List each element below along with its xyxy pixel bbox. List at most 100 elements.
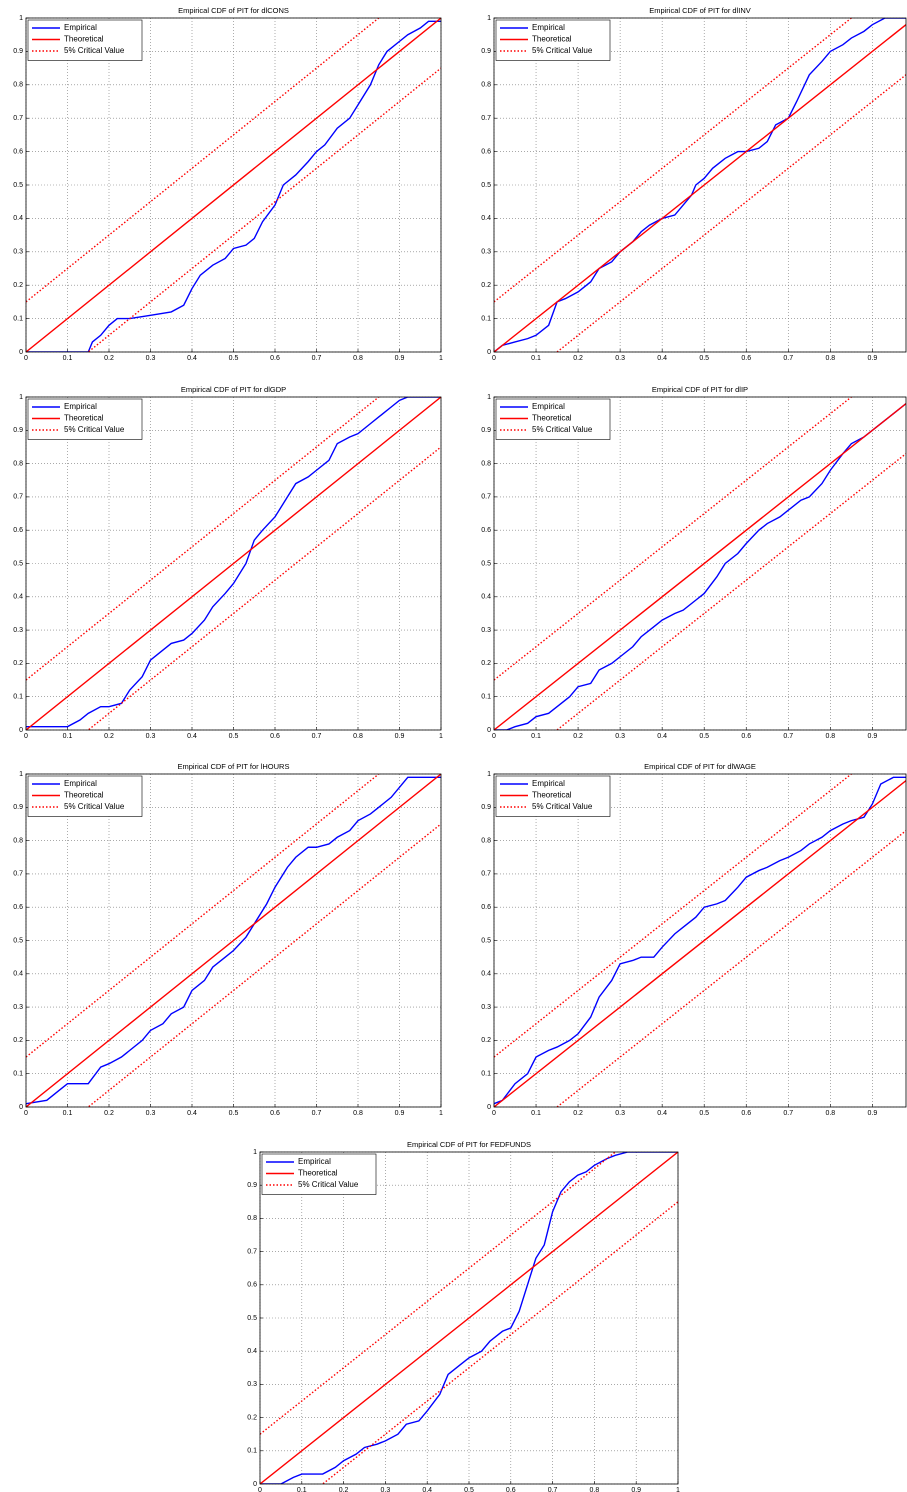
x-tick-label: 0.1 [531,733,541,740]
y-tick-label: 0.1 [481,694,491,701]
y-tick-label: 0.3 [481,1004,491,1011]
plot-area [494,18,906,352]
x-tick-label: 0.5 [464,1487,474,1492]
y-tick-label: 0.4 [247,1348,257,1355]
x-tick-label: 0.2 [573,1110,583,1117]
x-tick-label: 0.5 [699,1110,709,1117]
legend-label: 5% Critical Value [532,46,593,55]
y-tick-label: 0.8 [481,837,491,844]
subplot: Empirical CDF of PIT for dlWAGE 0 0.1 0.2 0.… [481,762,907,1117]
y-tick-label: 0.5 [481,182,491,189]
axes-frame [259,1151,679,1485]
y-tick-label: 0.6 [247,1282,257,1289]
x-tick-label: 0 [24,733,28,740]
y-tick-label: 0.2 [481,660,491,667]
y-tick-label: 0.3 [481,627,491,634]
x-tick-label: 0.1 [531,1110,541,1117]
x-tick-label: 0.3 [615,355,625,362]
series-line [26,397,441,728]
y-tick-label: 0.3 [13,627,23,634]
series-group [494,774,906,1107]
y-tick-label: 0.5 [13,182,23,189]
legend-box [27,19,143,61]
legend-label: Empirical [298,1157,331,1166]
y-tick-label: 0.2 [481,282,491,289]
x-tick-label: 0.4 [657,733,667,740]
y-tick-label: 0.4 [481,215,491,222]
legend-label: 5% Critical Value [532,802,593,811]
x-tick-label: 0.3 [146,355,156,362]
series-group [26,774,441,1107]
x-tick-label: 0.9 [395,355,405,362]
y-tick-label: 0 [487,349,491,356]
legend-box [27,775,143,817]
y-tick-label: 0.5 [13,560,23,567]
series-line [26,18,380,303]
legend-box [495,775,611,817]
y-tick-label: 0.9 [13,48,23,55]
y-tick-label: 0.4 [13,594,23,601]
y-tick-label: 0.1 [247,1448,257,1455]
series-group [494,18,906,352]
legend-label: 5% Critical Value [298,1180,359,1189]
y-tick-label: 0.6 [481,904,491,911]
legend-label: Theoretical [64,414,104,423]
y-tick-label: 0.8 [13,460,23,467]
x-tick-label: 0.6 [741,355,751,362]
legend-label: Theoretical [64,791,104,800]
x-tick-label: 0.3 [615,733,625,740]
x-tick-label: 0.9 [868,1110,878,1117]
y-tick-label: 1 [487,394,491,401]
x-tick-label: 0.4 [422,1487,432,1492]
y-tick-label: 0.9 [481,804,491,811]
x-tick-label: 0.9 [631,1487,641,1492]
x-tick-label: 0.7 [783,733,793,740]
subplot: Empirical CDF of PIT for dlCONS 0 0.1 0.2 0.… [13,6,443,362]
y-tick-label: 0.7 [481,871,491,878]
x-tick-label: 0.9 [868,733,878,740]
legend-label: Empirical [64,23,97,32]
x-tick-label: 0.7 [783,355,793,362]
subplot: Empirical CDF of PIT for lHOURS 0 0.1 0.2 0.… [13,762,443,1117]
x-tick-label: 0.6 [270,355,280,362]
y-tick-label: 0.3 [247,1381,257,1388]
legend-box [495,19,611,61]
y-tick-label: 0.1 [13,694,23,701]
x-tick-label: 0.3 [146,1110,156,1117]
x-tick-label: 0.9 [395,733,405,740]
legend-label: Empirical [532,402,565,411]
legend-box [27,398,143,440]
series-group [26,18,441,352]
y-tick-label: 0.8 [13,82,23,89]
series-line [260,1152,678,1484]
y-tick-label: 0.1 [481,1071,491,1078]
series-line [494,776,906,1105]
y-tick-label: 0.6 [13,904,23,911]
legend-label: Empirical [64,402,97,411]
y-tick-label: 0.2 [13,660,23,667]
series-line [494,403,906,730]
y-tick-label: 0.3 [481,249,491,256]
y-tick-label: 0.9 [13,804,23,811]
series-group [494,397,906,730]
y-tick-label: 0.9 [13,427,23,434]
series-line [87,823,441,1107]
subplot: Empirical CDF of PIT for dlINV 0 0.1 0.2 0.3… [481,6,907,362]
subplot: Empirical CDF of PIT for dlGDP 0 0.1 0.2 0.3… [13,385,443,740]
series-line [494,779,906,1107]
x-tick-label: 0.2 [573,733,583,740]
x-tick-label: 0 [492,733,496,740]
y-tick-label: 0.7 [481,115,491,122]
legend-box [495,398,611,440]
y-tick-label: 0.5 [13,937,23,944]
series-line [87,446,441,730]
y-tick-label: 0.1 [13,315,23,322]
y-tick-label: 0 [19,349,23,356]
legend-label: 5% Critical Value [64,802,125,811]
x-tick-label: 0.4 [657,355,667,362]
x-tick-label: 0.8 [353,1110,363,1117]
x-tick-label: 0.5 [229,733,239,740]
y-tick-label: 0.2 [13,1037,23,1044]
x-tick-label: 0.7 [548,1487,558,1492]
legend-label: 5% Critical Value [532,425,593,434]
